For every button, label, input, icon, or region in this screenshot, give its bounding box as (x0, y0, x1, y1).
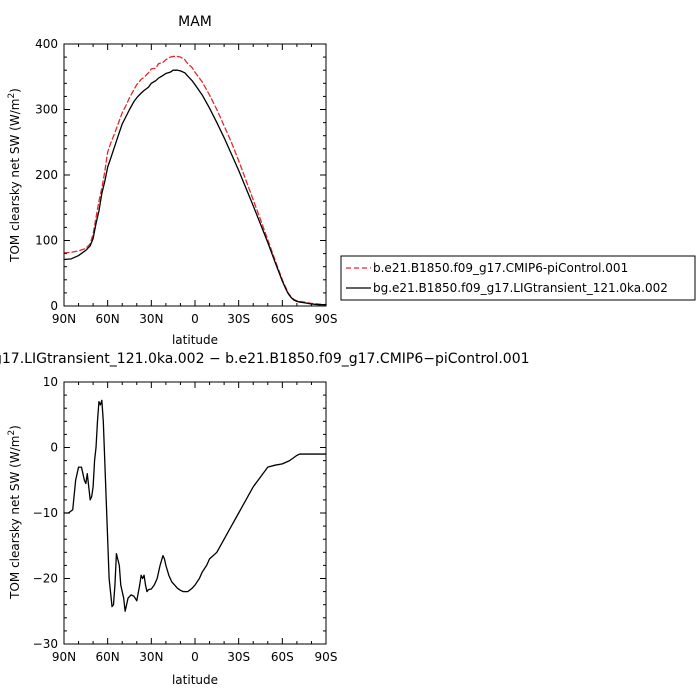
y-tick-label: 0 (50, 299, 58, 313)
x-tick-label: 90S (315, 312, 338, 326)
legend-label-ligtransient: bg.e21.B1850.f09_g17.LIGtransient_121.0k… (373, 281, 668, 295)
y-tick-label: 0 (50, 441, 58, 455)
legend: b.e21.B1850.f09_g17.CMIP6-piControl.001 … (340, 255, 696, 301)
legend-label-control: b.e21.B1850.f09_g17.CMIP6-piControl.001 (373, 261, 628, 275)
series-line-bottom-0 (63, 399, 327, 612)
y-tick-label: 400 (35, 37, 58, 51)
x-tick-label: 30N (139, 650, 163, 664)
x-tick-label: 60N (96, 312, 120, 326)
x-tick-label: 30S (227, 650, 250, 664)
chart-top-xlabel: latitude (172, 333, 218, 347)
y-tick-label: −10 (33, 506, 58, 520)
x-tick-label: 30N (139, 312, 163, 326)
chart-bottom-frame (63, 381, 327, 645)
chart-top-title: MAM (178, 14, 212, 30)
x-tick-label: 90N (52, 312, 76, 326)
chart-top-plot: 90N 60N 30N 0 30S 60S 90S 0 100 200 300 400 (35, 37, 337, 326)
chart-bottom-xlabel: latitude (172, 673, 218, 687)
y-tick-label: 10 (43, 375, 58, 389)
y-tick-label: −20 (33, 572, 58, 586)
chart-top-ylabel: TOM clearsky net SW (W/m2) (7, 88, 22, 263)
x-tick-label: 90N (52, 650, 76, 664)
y-tick-label: 200 (35, 168, 58, 182)
x-tick-label: 0 (191, 312, 199, 326)
chart-top-frame (63, 43, 327, 307)
series-line-top-1 (63, 69, 327, 306)
x-tick-label: 30S (227, 312, 250, 326)
chart-bottom: bg.e21.B1850.f09_g17.LIGtransient_121.0k… (0, 351, 530, 687)
x-tick-label: 0 (191, 650, 199, 664)
x-tick-label: 60S (271, 650, 294, 664)
chart-bottom-ylabel: TOM clearsky net SW (W/m2) (7, 425, 22, 600)
x-tick-label: 90S (315, 650, 338, 664)
x-tick-label: 60S (271, 312, 294, 326)
y-tick-label: 300 (35, 103, 58, 117)
chart-top: MAM TOM clearsky net SW (W/m2) latitude … (7, 14, 337, 347)
legend-box (340, 255, 696, 301)
x-tick-label: 60N (96, 650, 120, 664)
series-line-top-0 (63, 55, 327, 306)
chart-bottom-title: bg.e21.B1850.f09_g17.LIGtransient_121.0k… (0, 351, 530, 367)
chart-bottom-plot: 90N 60N 30N 0 30S 60S 90S −30 −20 −10 0 10 (33, 375, 338, 664)
y-tick-label: 100 (35, 234, 58, 248)
y-tick-label: −30 (33, 637, 58, 651)
